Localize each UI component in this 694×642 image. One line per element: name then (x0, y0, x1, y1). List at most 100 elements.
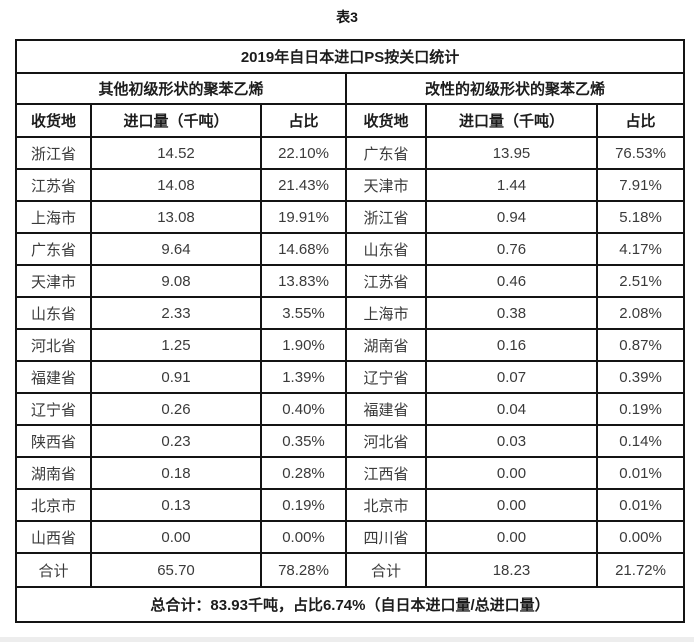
share-cell-left: 22.10% (260, 136, 347, 170)
volume-cell-right: 0.76 (425, 232, 598, 266)
table-row: 广东省 9.64 14.68% 山东省 0.76 4.17% (15, 232, 686, 266)
share-cell-left: 0.35% (260, 424, 347, 458)
volume-cell-left: 0.23 (90, 424, 262, 458)
table-title: 2019年自日本进口PS按关口统计 (14, 39, 686, 74)
page-title: 表3 (336, 9, 358, 25)
grand-total-row: 总合计：83.93千吨，占比6.74%（自日本进口量/总进口量） (14, 586, 686, 623)
table-row: 河北省 1.25 1.90% 湖南省 0.16 0.87% (15, 328, 686, 362)
region-cell-right: 湖南省 (345, 328, 427, 362)
share-cell-right: 0.01% (595, 488, 686, 522)
region-cell-left: 北京市 (15, 488, 92, 522)
share-cell-left: 14.68% (260, 232, 347, 266)
volume-cell-right: 0.94 (425, 200, 598, 234)
region-cell-right: 浙江省 (345, 200, 427, 234)
share-cell-right: 76.53% (595, 136, 686, 170)
group-header-row: 其他初级形状的聚苯乙烯 改性的初级形状的聚苯乙烯 (15, 72, 686, 105)
table-title-row: 2019年自日本进口PS按关口统计 (14, 39, 686, 74)
share-cell-right: 0.14% (595, 424, 686, 458)
share-cell-left: 13.83% (260, 264, 347, 298)
column-header-share-right: 占比 (595, 103, 686, 138)
share-cell-right: 0.39% (595, 360, 686, 394)
group-header-other-ps: 其他初级形状的聚苯乙烯 (15, 72, 347, 105)
table-row: 山东省 2.33 3.55% 上海市 0.38 2.08% (15, 296, 686, 330)
volume-cell-left: 14.52 (90, 136, 262, 170)
region-cell-left: 山西省 (15, 520, 92, 554)
share-cell-left: 0.00% (260, 520, 347, 554)
region-cell-right: 四川省 (345, 520, 427, 554)
share-cell-left: 19.91% (260, 200, 347, 234)
region-cell-left: 福建省 (15, 360, 92, 394)
share-cell-right: 4.17% (595, 232, 686, 266)
region-cell-right: 江西省 (345, 456, 427, 490)
share-cell-left: 1.39% (260, 360, 347, 394)
share-cell-right: 0.19% (595, 392, 686, 426)
volume-cell-right: 0.38 (425, 296, 598, 330)
volume-cell-right: 0.46 (425, 264, 598, 298)
volume-cell-left: 9.64 (90, 232, 262, 266)
volume-cell-left: 2.33 (90, 296, 262, 330)
table-row: 北京市 0.13 0.19% 北京市 0.00 0.01% (15, 488, 686, 522)
volume-cell-right: 0.07 (425, 360, 598, 394)
share-cell-left: 0.28% (260, 456, 347, 490)
region-cell-left: 江苏省 (15, 168, 92, 202)
region-cell-left: 浙江省 (15, 136, 92, 170)
volume-cell-left: 14.08 (90, 168, 262, 202)
volume-cell-left: 13.08 (90, 200, 262, 234)
share-cell-right: 0.01% (595, 456, 686, 490)
volume-cell-left: 1.25 (90, 328, 262, 362)
volume-cell-right: 0.00 (425, 488, 598, 522)
table-row: 辽宁省 0.26 0.40% 福建省 0.04 0.19% (15, 392, 686, 426)
region-cell-right: 山东省 (345, 232, 427, 266)
volume-cell-right: 1.44 (425, 168, 598, 202)
region-cell-right: 广东省 (345, 136, 427, 170)
region-cell-right: 北京市 (345, 488, 427, 522)
region-cell-right: 上海市 (345, 296, 427, 330)
table-row: 天津市 9.08 13.83% 江苏省 0.46 2.51% (15, 264, 686, 298)
column-header-region-right: 收货地 (345, 103, 427, 138)
region-cell-left: 上海市 (15, 200, 92, 234)
share-cell-left: 21.43% (260, 168, 347, 202)
column-header-volume-right: 进口量（千吨） (425, 103, 598, 138)
table-row: 陕西省 0.23 0.35% 河北省 0.03 0.14% (15, 424, 686, 458)
total-label-right: 合计 (345, 552, 427, 588)
share-cell-left: 0.40% (260, 392, 347, 426)
table-row: 上海市 13.08 19.91% 浙江省 0.94 5.18% (15, 200, 686, 234)
share-cell-right: 2.51% (595, 264, 686, 298)
grand-total-note: 总合计：83.93千吨，占比6.74%（自日本进口量/总进口量） (14, 586, 686, 623)
share-cell-left: 1.90% (260, 328, 347, 362)
volume-cell-left: 0.00 (90, 520, 262, 554)
column-header-region-left: 收货地 (15, 103, 92, 138)
volume-cell-left: 9.08 (90, 264, 262, 298)
share-cell-right: 0.00% (595, 520, 686, 554)
total-row: 合计 65.70 78.28% 合计 18.23 21.72% (15, 552, 686, 588)
volume-cell-right: 0.16 (425, 328, 598, 362)
share-cell-right: 7.91% (595, 168, 686, 202)
region-cell-right: 福建省 (345, 392, 427, 426)
volume-cell-right: 0.04 (425, 392, 598, 426)
table-row: 江苏省 14.08 21.43% 天津市 1.44 7.91% (15, 168, 686, 202)
share-cell-right: 0.87% (595, 328, 686, 362)
total-label-left: 合计 (15, 552, 92, 588)
region-cell-right: 河北省 (345, 424, 427, 458)
total-share-right: 21.72% (595, 552, 686, 588)
share-cell-right: 2.08% (595, 296, 686, 330)
total-share-left: 78.28% (260, 552, 347, 588)
region-cell-left: 山东省 (15, 296, 92, 330)
column-header-row: 收货地 进口量（千吨） 占比 收货地 进口量（千吨） 占比 (15, 103, 686, 138)
total-volume-right: 18.23 (425, 552, 598, 588)
region-cell-left: 天津市 (15, 264, 92, 298)
table-row: 湖南省 0.18 0.28% 江西省 0.00 0.01% (15, 456, 686, 490)
region-cell-right: 天津市 (345, 168, 427, 202)
region-cell-right: 江苏省 (345, 264, 427, 298)
ps-import-stat-table: 2019年自日本进口PS按关口统计 其他初级形状的聚苯乙烯 改性的初级形状的聚苯… (14, 39, 686, 623)
column-header-volume-left: 进口量（千吨） (90, 103, 262, 138)
volume-cell-right: 0.00 (425, 456, 598, 490)
total-volume-left: 65.70 (90, 552, 262, 588)
region-cell-left: 辽宁省 (15, 392, 92, 426)
volume-cell-left: 0.91 (90, 360, 262, 394)
region-cell-left: 广东省 (15, 232, 92, 266)
region-cell-left: 河北省 (15, 328, 92, 362)
share-cell-left: 0.19% (260, 488, 347, 522)
share-cell-left: 3.55% (260, 296, 347, 330)
volume-cell-right: 0.00 (425, 520, 598, 554)
